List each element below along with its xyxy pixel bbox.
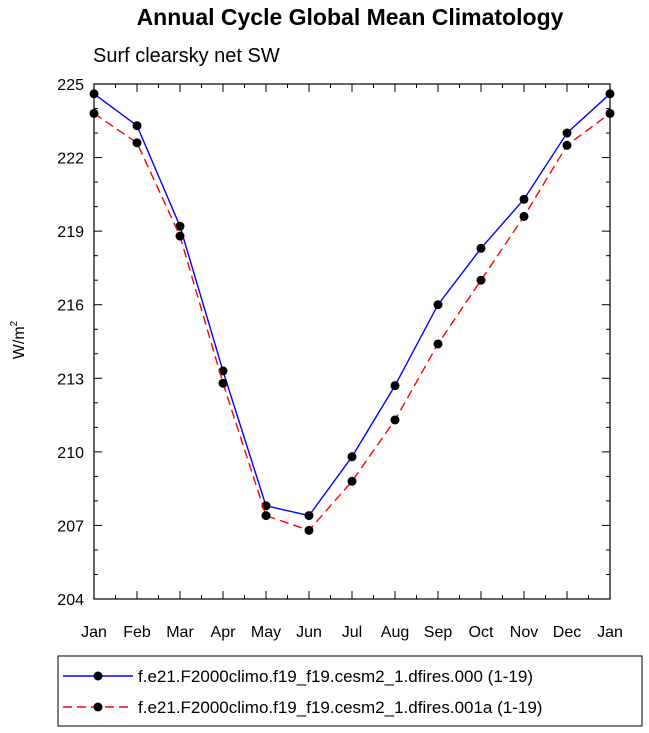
x-tick-label: Feb	[123, 624, 151, 641]
chart-title: Annual Cycle Global Mean Climatology	[137, 4, 564, 30]
y-tick-label: 222	[57, 151, 84, 168]
legend-box	[57, 655, 643, 727]
data-point	[347, 476, 357, 486]
x-tick-label: Jan	[597, 624, 623, 641]
legend-label-001a: f.e21.F2000climo.f19_f19.cesm2_1.dfires.…	[138, 698, 542, 717]
data-point	[132, 138, 142, 148]
data-point	[433, 339, 443, 349]
chart-subtitle: Surf clearsky net SW	[93, 45, 280, 67]
x-tick-label: Oct	[469, 624, 494, 641]
data-point	[132, 121, 142, 131]
y-tick-label: 204	[57, 592, 84, 609]
data-point	[89, 89, 99, 99]
legend-entry-001a: f.e21.F2000climo.f19_f19.cesm2_1.dfires.…	[63, 698, 542, 717]
x-tick-label: Jun	[296, 624, 322, 641]
legend-marker-000	[93, 671, 103, 681]
x-tick-label: May	[251, 624, 281, 641]
y-axis-label-superscript: 2	[9, 320, 20, 326]
legend-marker-001a	[93, 702, 103, 712]
y-axis: 204 207 210 213 216 219 222 225	[57, 77, 610, 609]
data-point	[304, 525, 314, 535]
x-tick-label: Sep	[424, 624, 453, 641]
legend-label-000: f.e21.F2000climo.f19_f19.cesm2_1.dfires.…	[138, 667, 533, 686]
x-tick-label: Mar	[166, 624, 194, 641]
y-tick-label: 219	[57, 224, 84, 241]
y-axis-label: W/m2	[9, 320, 28, 359]
y-tick-label: 210	[57, 445, 84, 462]
y-tick-label: 207	[57, 518, 84, 535]
data-point	[476, 243, 486, 253]
x-tick-label: Jul	[342, 624, 362, 641]
legend-entry-000: f.e21.F2000climo.f19_f19.cesm2_1.dfires.…	[63, 667, 533, 686]
data-point	[304, 511, 314, 521]
data-point	[175, 221, 185, 231]
data-point	[519, 194, 529, 204]
data-point	[562, 128, 572, 138]
x-tick-label: Nov	[510, 624, 538, 641]
data-point	[218, 378, 228, 388]
y-axis-label-text: W/m	[11, 326, 28, 359]
data-point	[390, 415, 400, 425]
data-point	[562, 140, 572, 150]
y-tick-label: 216	[57, 298, 84, 315]
x-tick-label: Aug	[381, 624, 409, 641]
data-point	[605, 108, 615, 118]
x-tick-label: Dec	[553, 624, 581, 641]
series-layer	[89, 89, 615, 535]
data-point	[175, 231, 185, 241]
data-point	[476, 275, 486, 285]
data-point	[433, 300, 443, 310]
data-point	[261, 511, 271, 521]
data-point	[519, 211, 529, 221]
data-point	[390, 381, 400, 391]
x-tick-label: Jan	[81, 624, 107, 641]
plot-frame	[93, 83, 611, 600]
data-point	[347, 452, 357, 462]
data-point	[605, 89, 615, 99]
y-tick-label: 213	[57, 371, 84, 388]
x-tick-label: Apr	[211, 624, 237, 641]
x-axis: Jan Feb Mar Apr May Jun Jul Aug Sep Oct Nov Dec Jan	[81, 84, 623, 641]
data-point	[89, 108, 99, 118]
y-tick-label: 225	[57, 77, 84, 94]
series-line-1	[93, 112, 611, 532]
